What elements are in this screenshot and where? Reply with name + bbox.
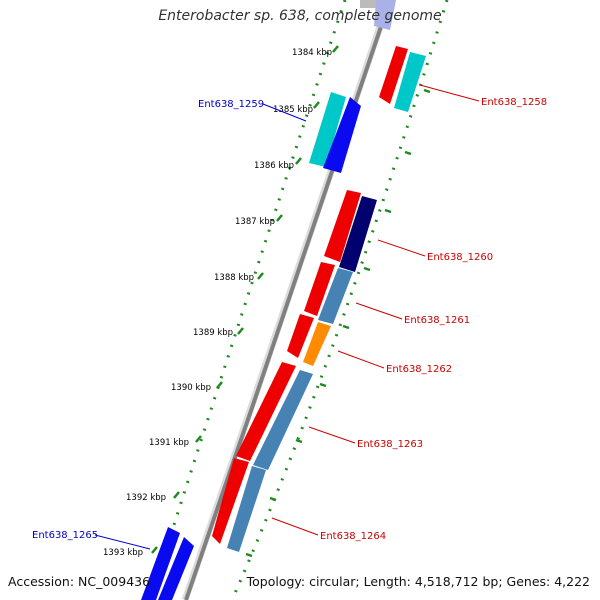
scale-tick-label: 1392 kbp bbox=[126, 493, 166, 503]
gene-label-ent638-1261[interactable]: Ent638_1261 bbox=[404, 315, 470, 326]
genome-backbone-shade bbox=[184, 0, 392, 600]
scale-tick-label: 1384 kbp bbox=[292, 48, 332, 58]
scale-tick-label: 1391 kbp bbox=[149, 438, 189, 448]
scale-tick-label: 1385 kbp bbox=[273, 105, 313, 115]
gene-feature-1258-red[interactable] bbox=[379, 46, 408, 104]
scale-tick-label: 1387 kbp bbox=[235, 217, 275, 227]
gene-feature-1261-steelblue[interactable] bbox=[318, 268, 353, 324]
scale-tick-label: 1393 kbp bbox=[103, 548, 143, 558]
topology-text: Topology: circular; Length: 4,518,712 bp… bbox=[246, 574, 590, 589]
gene-feature-1260-red[interactable] bbox=[324, 190, 361, 262]
gene-label-ent638-1265[interactable]: Ent638_1265 bbox=[32, 530, 98, 541]
scale-tick-label: 1388 kbp bbox=[214, 273, 254, 283]
gene-feature-1262-orange[interactable] bbox=[303, 322, 331, 366]
scale-tick-label: 1390 kbp bbox=[171, 383, 211, 393]
gene-feature-1261-red[interactable] bbox=[304, 262, 335, 316]
gene-feature-top-blue bbox=[374, 0, 396, 30]
gene-label-ent638-1259[interactable]: Ent638_1259 bbox=[198, 99, 264, 110]
gene-feature-1265-blue-a[interactable] bbox=[141, 527, 180, 600]
gene-feature-1262-red[interactable] bbox=[287, 314, 314, 358]
gene-label-ent638-1260[interactable]: Ent638_1260 bbox=[427, 252, 493, 263]
gene-label-ent638-1264[interactable]: Ent638_1264 bbox=[320, 531, 386, 542]
gene-feature-1258-cyan[interactable] bbox=[394, 52, 426, 112]
gene-label-ent638-1262[interactable]: Ent638_1262 bbox=[386, 364, 452, 375]
gene-feature-1263-steelblue[interactable] bbox=[253, 370, 313, 470]
gene-feature-1259-cyan[interactable] bbox=[309, 92, 346, 167]
scale-tick-label: 1389 kbp bbox=[193, 328, 233, 338]
gene-feature-1260-navy[interactable] bbox=[339, 196, 377, 272]
gene-label-ent638-1258[interactable]: Ent638_1258 bbox=[481, 97, 547, 108]
gene-feature-1263-red[interactable] bbox=[236, 362, 296, 461]
gene-feature-top-gray bbox=[360, 0, 380, 8]
map-title: Enterobacter sp. 638, complete genome bbox=[158, 8, 442, 24]
outer-scale-ticks bbox=[245, 88, 431, 558]
gene-feature-1264-red[interactable] bbox=[212, 458, 249, 544]
callout-lines bbox=[94, 84, 480, 550]
outer-scale-ring bbox=[230, 0, 449, 600]
gene-feature-1264-steelblue[interactable] bbox=[227, 466, 266, 552]
scale-tick-label: 1386 kbp bbox=[254, 161, 294, 171]
gene-feature-1259-blue[interactable] bbox=[323, 97, 361, 173]
gene-label-ent638-1263[interactable]: Ent638_1263 bbox=[357, 439, 423, 450]
gene-feature-1265-blue-b[interactable] bbox=[158, 537, 194, 600]
accession-text: Accession: NC_009436 bbox=[8, 574, 151, 589]
scale-ticks bbox=[151, 45, 339, 554]
